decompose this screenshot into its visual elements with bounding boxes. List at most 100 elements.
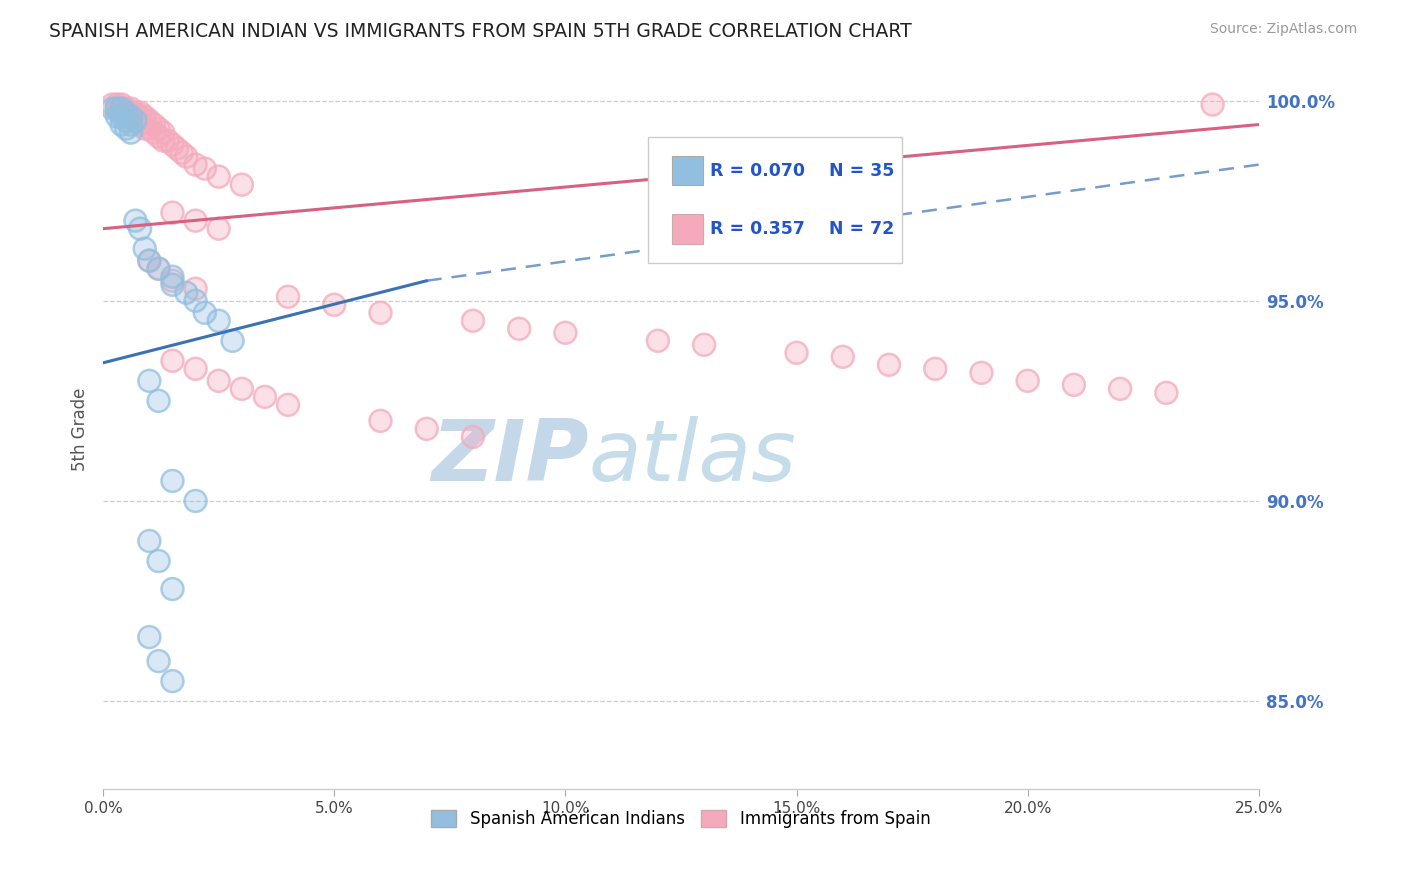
Point <box>143 126 166 140</box>
Point <box>1109 382 1132 396</box>
Point <box>138 253 160 268</box>
Point <box>124 110 146 124</box>
Point <box>323 298 346 312</box>
Point <box>120 118 142 132</box>
Point <box>152 126 174 140</box>
Point <box>115 105 138 120</box>
Point <box>693 338 716 352</box>
Point <box>148 554 170 568</box>
Point <box>138 121 160 136</box>
Point <box>148 121 170 136</box>
Point <box>221 334 243 348</box>
Point <box>129 118 152 132</box>
Point <box>138 253 160 268</box>
Point <box>101 97 124 112</box>
Point <box>138 630 160 644</box>
Point <box>162 274 184 288</box>
Point <box>111 110 134 124</box>
Point <box>461 430 484 444</box>
Point <box>105 97 128 112</box>
Point <box>120 126 142 140</box>
Point <box>134 121 156 136</box>
Point <box>120 118 142 132</box>
Point <box>105 102 128 116</box>
Point <box>115 102 138 116</box>
Point <box>277 290 299 304</box>
Point <box>162 353 184 368</box>
Point <box>148 261 170 276</box>
Point <box>877 358 900 372</box>
Point <box>162 277 184 292</box>
Point <box>138 253 160 268</box>
Point <box>138 533 160 548</box>
Point <box>231 382 253 396</box>
Point <box>170 145 193 160</box>
Point <box>124 213 146 227</box>
Point <box>129 118 152 132</box>
Point <box>1109 382 1132 396</box>
Point <box>208 374 231 388</box>
Point <box>115 113 138 128</box>
Point <box>148 129 170 144</box>
Point <box>134 242 156 256</box>
Point <box>162 269 184 284</box>
Point <box>111 102 134 116</box>
Point <box>124 110 146 124</box>
Point <box>129 221 152 235</box>
Point <box>194 161 217 176</box>
Point <box>162 269 184 284</box>
Point <box>120 102 142 116</box>
Point <box>120 110 142 124</box>
Point <box>184 361 207 376</box>
Point <box>162 474 184 488</box>
Point <box>115 121 138 136</box>
Point <box>134 113 156 128</box>
Point <box>115 110 138 124</box>
Point <box>129 105 152 120</box>
Point <box>124 113 146 128</box>
Point <box>176 150 198 164</box>
Point <box>1201 97 1223 112</box>
Point <box>134 121 156 136</box>
Point <box>970 366 993 380</box>
Point <box>115 105 138 120</box>
Point <box>647 334 669 348</box>
Point <box>176 285 198 300</box>
Point <box>231 178 253 192</box>
Point <box>105 110 128 124</box>
Point <box>111 97 134 112</box>
Point <box>115 121 138 136</box>
Point <box>176 285 198 300</box>
Point <box>162 353 184 368</box>
Point <box>138 113 160 128</box>
Point <box>162 674 184 689</box>
Point <box>120 110 142 124</box>
Point <box>231 178 253 192</box>
Point <box>138 253 160 268</box>
Point <box>124 113 146 128</box>
Point <box>115 105 138 120</box>
Point <box>508 322 530 336</box>
Text: SPANISH AMERICAN INDIAN VS IMMIGRANTS FROM SPAIN 5TH GRADE CORRELATION CHART: SPANISH AMERICAN INDIAN VS IMMIGRANTS FR… <box>49 22 912 41</box>
Point <box>162 274 184 288</box>
Point <box>277 398 299 412</box>
Point <box>370 306 392 320</box>
Point <box>647 334 669 348</box>
Point <box>1156 385 1178 400</box>
Point <box>134 242 156 256</box>
Point <box>184 361 207 376</box>
Point <box>1017 374 1039 388</box>
Point <box>208 374 231 388</box>
Point <box>134 110 156 124</box>
Point <box>208 169 231 184</box>
Point <box>221 334 243 348</box>
Point <box>120 102 142 116</box>
Point <box>111 118 134 132</box>
Point <box>461 314 484 328</box>
Point <box>194 306 217 320</box>
Point <box>1063 377 1085 392</box>
Point <box>924 361 946 376</box>
Text: Source: ZipAtlas.com: Source: ZipAtlas.com <box>1209 22 1357 37</box>
Point <box>554 326 576 340</box>
Point <box>184 293 207 308</box>
